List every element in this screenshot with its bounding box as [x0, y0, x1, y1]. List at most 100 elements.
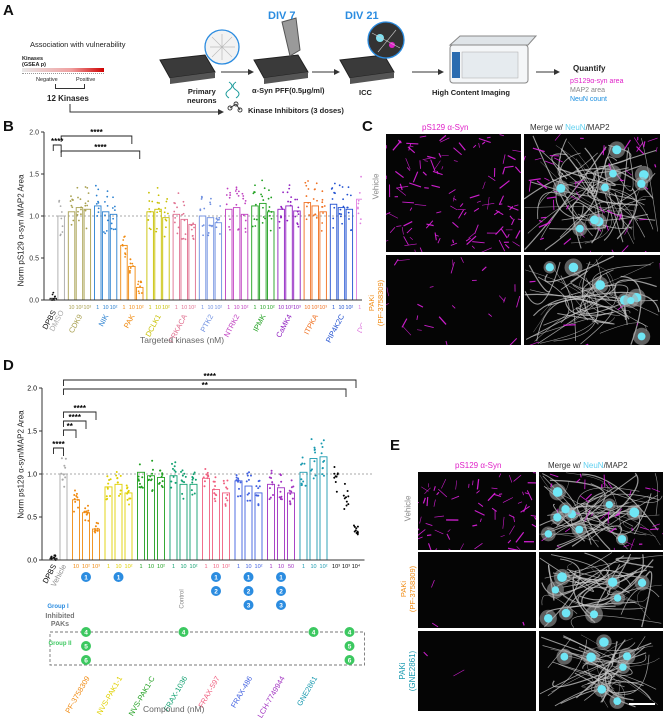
dose-label-d: 10	[245, 564, 251, 570]
dot-d	[61, 457, 63, 459]
ps129-signal	[434, 516, 444, 517]
dot-b	[52, 292, 54, 294]
dot-d	[255, 485, 257, 487]
panel-c-col1-title: pS129 α-Syn	[422, 123, 468, 132]
dot-b	[286, 220, 288, 222]
dot-d	[289, 500, 291, 502]
dot-d	[54, 555, 56, 557]
ps129-signal	[529, 179, 541, 181]
compound-name: GNE2861	[295, 675, 319, 708]
dot-d	[206, 477, 208, 479]
bar-b-3	[76, 208, 83, 300]
ps129-signal	[435, 530, 444, 534]
dot-b	[357, 203, 359, 205]
dose-label-d: 10	[213, 564, 219, 570]
dot-d	[305, 485, 307, 487]
bar-b-18	[207, 218, 214, 300]
dot-d	[280, 481, 282, 483]
dot-b	[122, 245, 124, 247]
dot-b	[348, 218, 350, 220]
ps129-signal	[499, 494, 502, 495]
dot-b	[192, 235, 194, 237]
dot-b	[125, 248, 127, 250]
dot-b	[107, 205, 109, 207]
micrograph-e-vehicle-merge	[539, 472, 663, 550]
dose-label-d: 1	[269, 564, 272, 570]
ps129-signal	[453, 670, 464, 676]
dot-b	[307, 180, 309, 182]
dot-d	[246, 473, 248, 475]
ps129-signal	[420, 160, 421, 169]
dot-b	[236, 186, 238, 188]
ps129-signal	[470, 195, 480, 198]
ps129-signal	[454, 161, 458, 162]
dot-b	[148, 200, 150, 202]
dot-b	[270, 230, 272, 232]
dot-b	[343, 206, 345, 208]
dot-b	[350, 229, 352, 231]
ps129-signal	[478, 503, 483, 507]
dot-b	[62, 225, 64, 227]
dot-d	[172, 468, 174, 470]
map2-neurite	[555, 526, 621, 550]
dot-b	[269, 206, 271, 208]
dot-d	[87, 520, 89, 522]
dot-b	[60, 233, 62, 235]
bar-d-13	[190, 484, 197, 560]
dot-d	[235, 479, 237, 481]
dot-b	[290, 196, 292, 198]
dot-b	[141, 292, 143, 294]
neun-nucleus	[613, 697, 621, 705]
dot-b	[342, 198, 344, 200]
dot-b	[60, 218, 62, 220]
dot-d	[213, 481, 215, 483]
dose-label-d: 10²	[125, 564, 133, 570]
dot-b	[256, 219, 258, 221]
dot-d	[346, 501, 348, 503]
dot-d	[225, 497, 227, 499]
panel-letter-e: E	[390, 437, 400, 454]
ps129-signal	[396, 226, 401, 227]
bar-d-17	[235, 481, 242, 560]
dot-b	[85, 210, 87, 212]
ps129-signal	[410, 208, 412, 211]
dot-d	[84, 519, 86, 521]
dot-b	[96, 203, 98, 205]
dot-b	[216, 226, 218, 228]
ps129-signal	[387, 287, 389, 296]
dot-b	[78, 220, 80, 222]
group1-badge-num: 1	[279, 575, 283, 582]
dot-b	[229, 218, 231, 220]
ytick-label: 1.0	[27, 472, 37, 479]
ps129-signal	[409, 183, 421, 187]
neun-nucleus	[606, 501, 613, 508]
ps129-signal	[645, 488, 650, 489]
ps129-signal	[417, 330, 422, 331]
dot-d	[191, 476, 193, 478]
dot-b	[185, 233, 187, 235]
bar-b-21	[233, 208, 240, 300]
ps129-signal	[529, 181, 530, 192]
dot-d	[139, 463, 141, 465]
dot-d	[239, 481, 241, 483]
dot-d	[237, 477, 239, 479]
dot-b	[254, 184, 256, 186]
dot-b	[322, 212, 324, 214]
neun-nucleus	[612, 145, 621, 154]
dot-b	[112, 218, 114, 220]
dot-d	[214, 485, 216, 487]
dot-d	[185, 476, 187, 478]
dot-b	[190, 224, 192, 226]
dot-d	[255, 494, 257, 496]
panel-d-xlabel: Compound (nM)	[143, 704, 204, 714]
dot-d	[116, 471, 118, 473]
dose-label-b: 1	[149, 305, 152, 311]
ps129-signal	[513, 242, 520, 247]
sig-label: ****	[51, 137, 64, 146]
ps129-signal	[503, 517, 504, 529]
micrograph-e-vehicle-ps129	[418, 472, 536, 550]
dot-d	[170, 487, 172, 489]
dot-d	[109, 495, 111, 497]
group1-badge-num: 1	[117, 575, 121, 582]
group1-badge-num: 2	[214, 589, 218, 596]
